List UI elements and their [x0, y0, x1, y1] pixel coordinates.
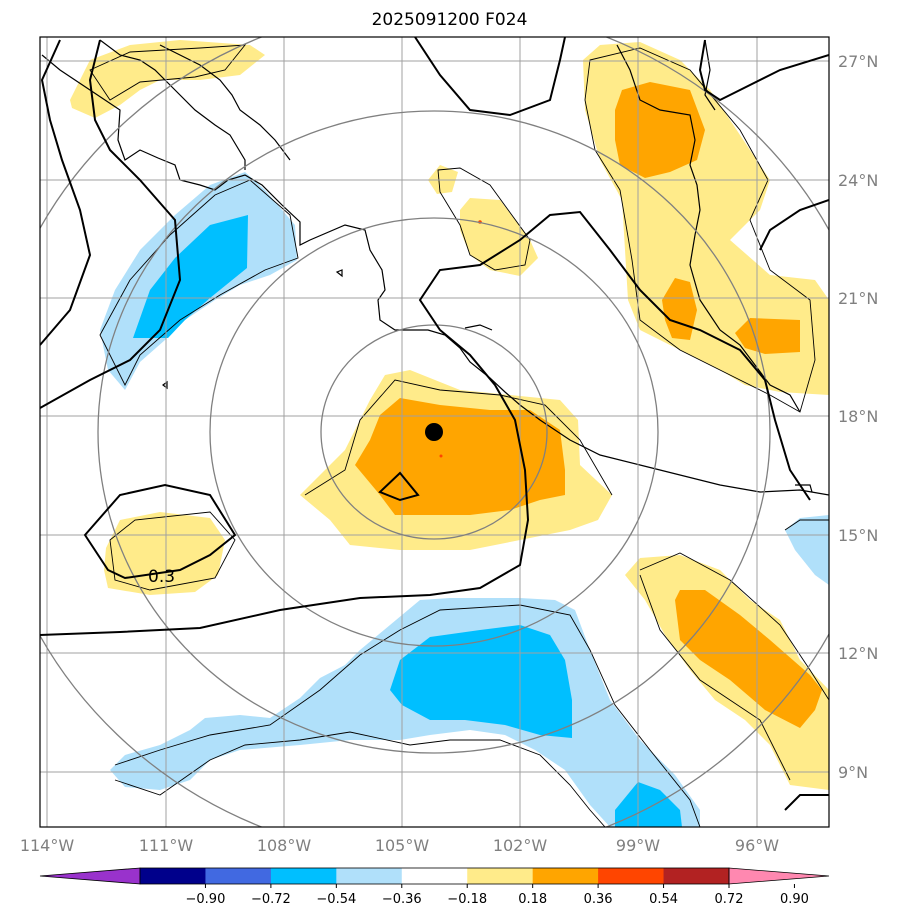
contour-label: 0.3 — [148, 567, 175, 587]
lon-tick-label: 108°W — [257, 836, 312, 855]
lon-tick-label: 111°W — [139, 836, 194, 855]
yellow-patch-central-north — [460, 198, 538, 276]
blue-patch-northwest — [133, 215, 248, 338]
range-rings — [40, 37, 829, 827]
colorbar-label: 0.36 — [584, 892, 613, 907]
colorbar-segment — [401, 868, 468, 884]
colorbar-segment — [532, 868, 599, 884]
colorbar-frame — [139, 867, 730, 885]
lat-tick-label: 9°N — [838, 763, 868, 782]
yellow-patch-northwest — [70, 40, 265, 118]
colorbar-segment — [467, 868, 534, 884]
colorbar-extend-low — [39, 867, 141, 885]
colorbar-label: 0.90 — [780, 892, 809, 907]
colorbar-label: 0.18 — [518, 892, 547, 907]
lat-tick-label: 12°N — [838, 644, 878, 663]
lightblue-patch-east — [785, 515, 829, 585]
lon-tick-label: 114°W — [20, 836, 75, 855]
colorbar-label: 0.72 — [715, 892, 744, 907]
yellow-patch-west — [104, 512, 225, 595]
colorbar-label: −0.18 — [447, 892, 487, 907]
lat-tick-label: 27°N — [838, 52, 878, 71]
lon-tick-label: 105°W — [375, 836, 430, 855]
colorbar-label: −0.54 — [316, 892, 356, 907]
colorbar-segment — [140, 868, 206, 884]
storm-center-marker — [425, 423, 443, 441]
lat-tick-label: 15°N — [838, 526, 878, 545]
lat-lon-grid — [40, 37, 829, 827]
plot-area: 0.3 — [40, 37, 829, 827]
plot-frame — [39, 36, 830, 828]
colorbar-label: −0.72 — [251, 892, 291, 907]
colorbar-segment — [663, 868, 730, 884]
thick-contours — [40, 37, 829, 811]
colorbar-segment — [598, 868, 665, 884]
lat-tick-label: 18°N — [838, 407, 878, 426]
colorbar: −0.90 −0.72 −0.54 −0.36 −0.18 0.18 0.36 0.54 0.7… — [39, 867, 830, 907]
small-red-marker-center — [439, 454, 443, 458]
longitude-ticks: 114°W 111°W 108°W 105°W 102°W 99°W 96°W — [20, 836, 779, 855]
lat-tick-label: 21°N — [838, 289, 878, 308]
lat-tick-label: 24°N — [838, 171, 878, 190]
colorbar-segment — [205, 868, 272, 884]
colorbar-label: −0.36 — [382, 892, 422, 907]
positive-field-strong — [355, 82, 822, 728]
colorbar-segment — [336, 868, 403, 884]
lon-tick-label: 96°W — [735, 836, 779, 855]
colorbar-extend-high — [728, 867, 830, 885]
colorbar-segment — [270, 868, 337, 884]
colorbar-label: 0.54 — [649, 892, 678, 907]
orange-patch-center — [355, 398, 565, 515]
orange-patch-east-small — [662, 278, 697, 340]
lon-tick-label: 102°W — [493, 836, 548, 855]
lon-tick-label: 99°W — [616, 836, 660, 855]
map-title: 2025091200 F024 — [371, 10, 528, 30]
colorbar-label: −0.90 — [186, 892, 226, 907]
latitude-ticks: 27°N 24°N 21°N 18°N 15°N 12°N 9°N — [838, 52, 878, 782]
orange-patch-southeast — [675, 590, 822, 728]
